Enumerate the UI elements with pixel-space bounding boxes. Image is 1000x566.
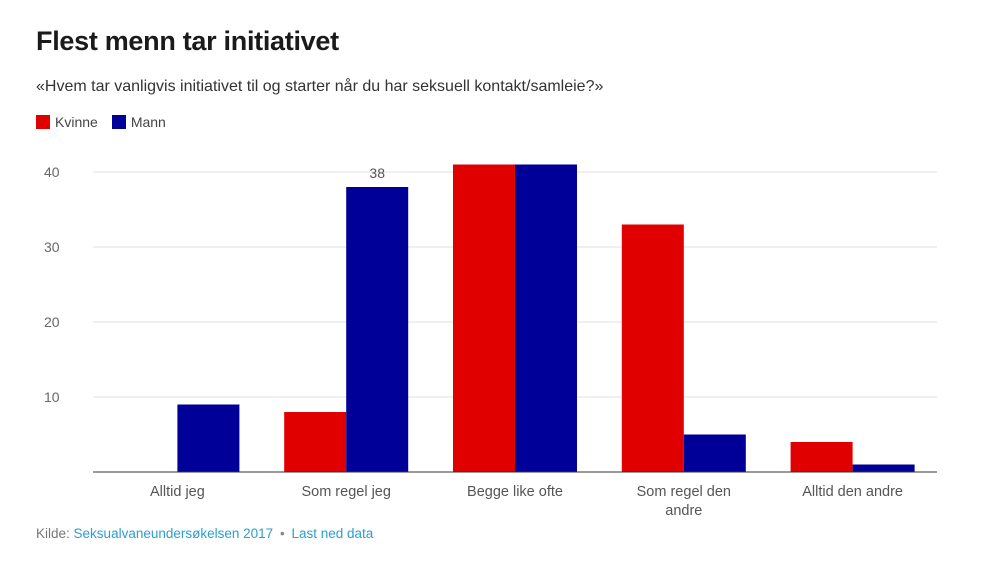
x-tick-label: Alltid jeg: [150, 484, 205, 500]
y-tick-label: 30: [44, 239, 60, 255]
data-label: 38: [369, 165, 385, 181]
bar-mann-alltid-den-andre[interactable]: [852, 464, 915, 473]
x-tick-label: Begge like ofte: [467, 484, 563, 500]
bar-chart: 10 20 30 40 Alltid jeg 38 Som regel jeg Begge l…: [44, 164, 937, 519]
legend-item-mann: Mann: [111, 114, 166, 130]
bar-mann-som-regel-den-andre[interactable]: [683, 434, 746, 473]
footer: Kilde: Seksualvaneundersøkelsen 2017 • L…: [36, 526, 373, 541]
source-prefix: Kilde:: [36, 526, 70, 541]
legend-swatch-kvinne: [36, 115, 50, 129]
bar-kvinne-alltid-den-andre[interactable]: [790, 442, 853, 472]
download-data-link[interactable]: Last ned data: [291, 526, 374, 541]
y-tick-label: 10: [44, 389, 60, 405]
bar-kvinne-som-regel-jeg[interactable]: [284, 412, 347, 472]
legend-label-kvinne: Kvinne: [55, 114, 98, 130]
footer-separator: •: [279, 526, 285, 541]
x-tick-label: Som regel jeg: [301, 484, 390, 500]
bar-mann-som-regel-jeg[interactable]: [346, 187, 409, 472]
legend-item-kvinne: Kvinne: [36, 114, 98, 130]
bar-mann-begge-like-ofte[interactable]: [515, 164, 577, 473]
x-tick-label: Som regel den: [637, 484, 731, 500]
chart-title: Flest menn tar initiativet: [36, 26, 339, 56]
source-link[interactable]: Seksualvaneundersøkelsen 2017: [73, 526, 274, 541]
bar-kvinne-begge-like-ofte[interactable]: [453, 164, 515, 473]
x-tick-label: Alltid den andre: [802, 484, 903, 500]
x-tick-label: andre: [665, 503, 702, 519]
legend-label-mann: Mann: [130, 114, 166, 130]
legend-swatch-mann: [111, 115, 126, 129]
bar-kvinne-som-regel-den-andre[interactable]: [621, 224, 684, 473]
chart-subtitle: «Hvem tar vanligvis initiativet til og s…: [36, 78, 604, 95]
bar-mann-alltid-jeg[interactable]: [177, 404, 240, 473]
legend: Kvinne Mann: [36, 114, 180, 130]
y-tick-label: 20: [44, 314, 60, 330]
y-tick-label: 40: [44, 164, 60, 180]
